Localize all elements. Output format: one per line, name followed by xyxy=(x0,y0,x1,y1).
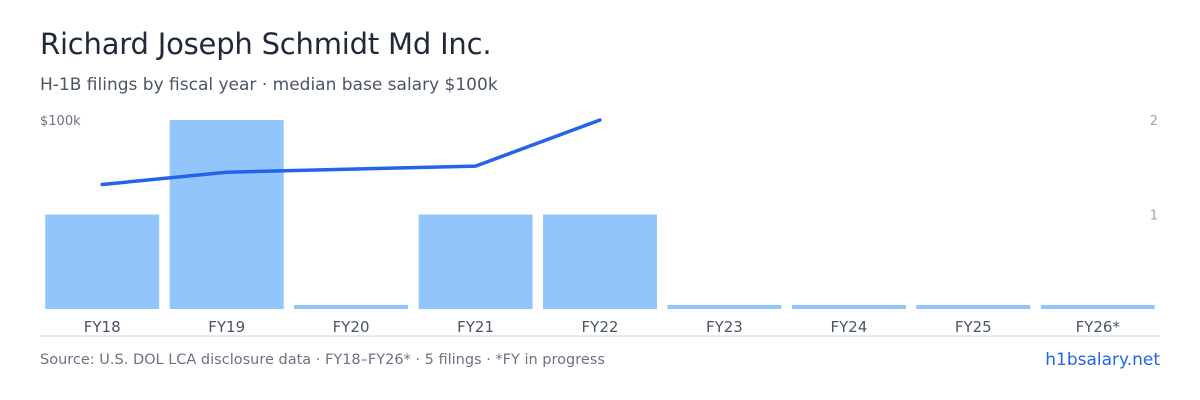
right-axis-tick: 1 xyxy=(1150,209,1158,224)
salary-line-layer xyxy=(100,118,602,187)
bar-FY24 xyxy=(791,305,906,309)
source-note: Source: U.S. DOL LCA disclosure data · F… xyxy=(40,352,605,368)
bar-FY25 xyxy=(916,305,1031,309)
x-tick-label: FY18 xyxy=(84,318,121,336)
bar-FY22 xyxy=(543,214,657,309)
x-tick-label: FY19 xyxy=(208,318,245,336)
x-tick-label: FY22 xyxy=(582,318,619,336)
axis-labels: $100k 1 2 xyxy=(40,114,1160,337)
x-tick-label: FY25 xyxy=(955,318,992,336)
bar-FY20 xyxy=(294,305,409,309)
x-tick-label: FY26* xyxy=(1076,318,1121,336)
bar-FY19 xyxy=(169,120,284,309)
chart-title: Richard Joseph Schmidt Md Inc. xyxy=(40,27,492,61)
bar-FY21 xyxy=(418,214,533,309)
bar-FY23 xyxy=(667,305,782,309)
x-tick-label: FY24 xyxy=(830,318,867,336)
bar-FY26 xyxy=(1040,305,1155,309)
chart-subtitle: H-1B filings by fiscal year · median bas… xyxy=(40,75,498,95)
left-axis-label: $100k xyxy=(40,114,81,129)
bar-group xyxy=(45,120,1155,309)
brand-link[interactable]: h1bsalary.net xyxy=(1045,350,1160,370)
median-salary-line xyxy=(100,118,602,187)
x-tick-labels: FY18 FY19 FY20 FY21 FY22 FY23 FY24 FY25 FY26* xyxy=(84,318,1121,336)
right-axis-tick: 2 xyxy=(1150,114,1158,129)
bar-FY18 xyxy=(45,214,160,309)
x-tick-label: FY21 xyxy=(457,318,494,336)
x-tick-label: FY23 xyxy=(706,318,743,336)
x-tick-label: FY20 xyxy=(333,318,370,336)
